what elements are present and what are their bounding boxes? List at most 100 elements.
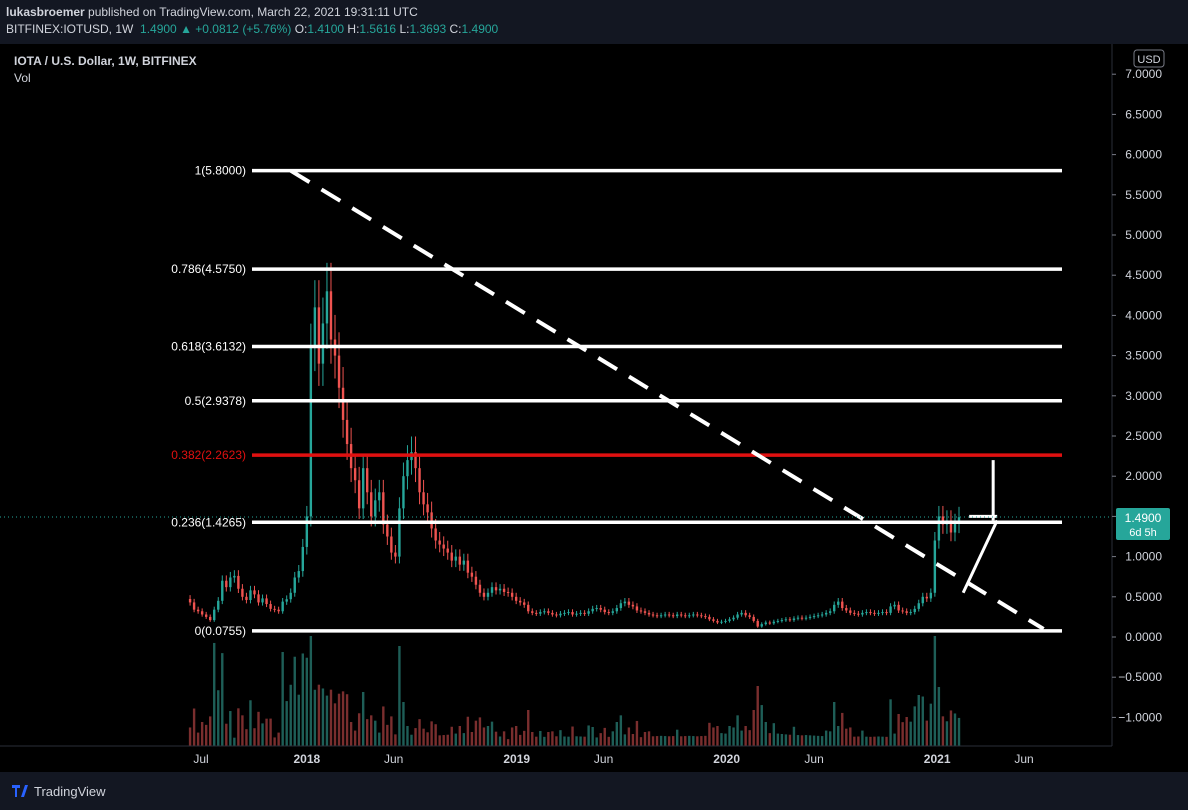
candle-body: [784, 619, 788, 621]
candle-body: [696, 614, 699, 616]
volume-bar: [309, 636, 313, 746]
volume-bar: [571, 726, 574, 746]
candle-body: [788, 619, 792, 621]
price-tick-label: 6.5000: [1125, 107, 1162, 121]
volume-bar: [430, 721, 433, 746]
volume-bar: [470, 732, 474, 746]
volume-bar: [341, 691, 345, 746]
candle-body: [764, 622, 767, 625]
candle-body: [188, 598, 192, 603]
candle-body: [873, 612, 876, 614]
volume-bar: [736, 715, 739, 746]
volume-bar: [611, 731, 614, 746]
open-label: O:: [294, 22, 308, 36]
volume-bar: [418, 719, 421, 746]
candle-body: [816, 615, 820, 617]
candle-body: [760, 624, 763, 627]
candle-body: [720, 621, 723, 623]
volume-bar: [237, 708, 240, 746]
candle-body: [692, 614, 695, 616]
candle-body: [200, 611, 204, 615]
candle-body: [861, 612, 864, 615]
volume-bar: [535, 736, 538, 746]
volume-bar: [688, 735, 691, 746]
volume-bar: [953, 713, 957, 746]
volume-bar: [841, 712, 844, 746]
candle-body: [937, 516, 941, 541]
volume-bar: [575, 736, 578, 746]
volume-bar: [414, 728, 417, 746]
volume-bar: [498, 736, 502, 746]
candle-body: [941, 516, 945, 525]
volume-bar: [217, 690, 220, 746]
candle-body: [490, 587, 494, 593]
candle-body: [313, 307, 317, 348]
candle-body: [736, 614, 739, 618]
low-label: L:: [399, 22, 410, 36]
publish-line: lukasbroemer published on TradingView.co…: [6, 5, 418, 19]
volume-bar: [853, 736, 856, 746]
price-axis[interactable]: 7.0000 6.5000 6.0000 5.5000 5.0000 4.5000 4.00…: [1112, 67, 1162, 724]
tradingview-brand[interactable]: TradingView: [34, 784, 106, 799]
currency-label: USD: [1137, 54, 1160, 66]
candle-body: [547, 611, 550, 613]
volume-bar: [543, 736, 546, 746]
volume-bar: [833, 702, 836, 746]
symbol-text[interactable]: BITFINEX:IOTUSD, 1W: [6, 22, 134, 36]
candle-body: [571, 612, 574, 615]
volume-bar: [345, 694, 349, 746]
volume-bar: [370, 715, 373, 746]
chart-background: [0, 44, 1188, 772]
candle-body: [849, 610, 852, 613]
candle-body: [728, 619, 731, 621]
volume-bar: [551, 731, 554, 746]
volume-bar: [357, 713, 361, 746]
volume-bar: [772, 723, 776, 746]
candle-body: [655, 615, 659, 617]
volume-bar: [317, 684, 321, 746]
time-tick-label: 2020: [713, 752, 740, 766]
volume-bar: [720, 733, 723, 746]
candle-body: [370, 492, 373, 517]
candle-body: [357, 480, 361, 509]
candle-body: [406, 460, 409, 477]
volume-bar: [269, 718, 272, 746]
time-axis[interactable]: Jul 2018 Jun 2019 Jun 2020 Jun 2021 Jun: [193, 752, 1033, 766]
candle-body: [309, 347, 313, 517]
volume-bar: [627, 727, 631, 746]
currency-button[interactable]: [1133, 49, 1165, 68]
candle-body: [531, 611, 534, 613]
candle-body: [667, 614, 671, 616]
volume-bar: [261, 723, 264, 746]
price-tick-label: 5.5000: [1125, 188, 1162, 202]
volume-bar: [828, 731, 832, 746]
candle-body: [780, 620, 784, 622]
volume-bar: [849, 727, 852, 746]
volume-bar: [728, 726, 731, 746]
volume-bar: [196, 732, 200, 746]
volume-bar: [696, 736, 699, 746]
chart-canvas[interactable]: 1(5.8000) 0.786(4.5750) 0.618(3.6132) 0.5(2…: [0, 44, 1188, 772]
tradingview-logo-icon[interactable]: [12, 785, 30, 797]
candle-body: [386, 524, 389, 537]
candle-body: [221, 580, 224, 601]
candle-body: [498, 588, 502, 591]
candle-body: [559, 613, 562, 616]
candle-body: [217, 600, 220, 610]
price-tick-label: 4.0000: [1125, 308, 1162, 322]
volume-bar: [555, 736, 558, 746]
candle-body: [454, 556, 457, 561]
volume-bar: [732, 727, 735, 746]
candle-body: [740, 612, 743, 615]
candle-body: [402, 476, 405, 509]
candle-body: [603, 609, 606, 613]
volume-bar: [784, 734, 788, 746]
volume-bar: [941, 716, 945, 746]
volume-bar: [591, 727, 594, 746]
publisher-name[interactable]: lukasbroemer: [6, 5, 85, 19]
volume-bar: [873, 736, 876, 746]
candle-body: [905, 611, 908, 613]
volume-bar: [353, 730, 357, 746]
volume-bar: [297, 694, 300, 746]
candle-body: [643, 611, 647, 613]
